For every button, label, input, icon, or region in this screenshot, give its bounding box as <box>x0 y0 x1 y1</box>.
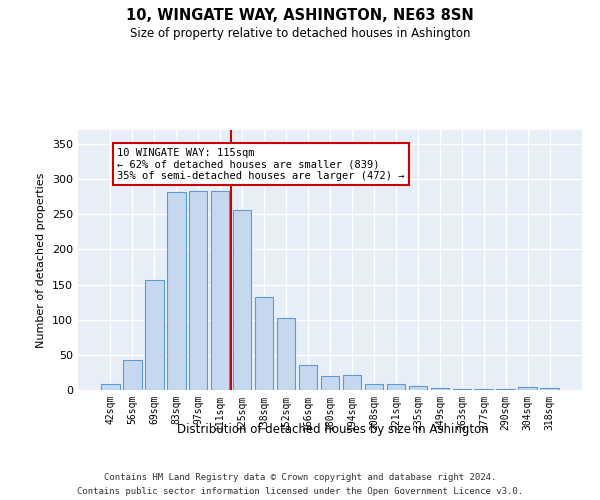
Bar <box>320 376 340 390</box>
Bar <box>452 388 471 390</box>
Text: Contains HM Land Registry data © Crown copyright and database right 2024.: Contains HM Land Registry data © Crown c… <box>104 472 496 482</box>
Bar <box>101 384 119 390</box>
Bar <box>167 192 185 390</box>
Bar <box>365 384 383 390</box>
Bar <box>431 388 449 390</box>
Text: Distribution of detached houses by size in Ashington: Distribution of detached houses by size … <box>177 422 489 436</box>
Bar <box>277 318 295 390</box>
Bar <box>475 388 493 390</box>
Bar <box>123 360 142 390</box>
Bar <box>541 388 559 390</box>
Bar <box>409 386 427 390</box>
Bar <box>386 384 405 390</box>
Bar <box>343 375 361 390</box>
Y-axis label: Number of detached properties: Number of detached properties <box>37 172 46 348</box>
Bar <box>189 191 208 390</box>
Bar <box>518 387 537 390</box>
Text: 10 WINGATE WAY: 115sqm
← 62% of detached houses are smaller (839)
35% of semi-de: 10 WINGATE WAY: 115sqm ← 62% of detached… <box>117 148 404 181</box>
Bar <box>145 280 164 390</box>
Bar <box>211 191 229 390</box>
Text: Size of property relative to detached houses in Ashington: Size of property relative to detached ho… <box>130 28 470 40</box>
Text: 10, WINGATE WAY, ASHINGTON, NE63 8SN: 10, WINGATE WAY, ASHINGTON, NE63 8SN <box>126 8 474 22</box>
Bar <box>255 296 274 390</box>
Bar <box>233 210 251 390</box>
Bar <box>299 364 317 390</box>
Text: Contains public sector information licensed under the Open Government Licence v3: Contains public sector information licen… <box>77 488 523 496</box>
